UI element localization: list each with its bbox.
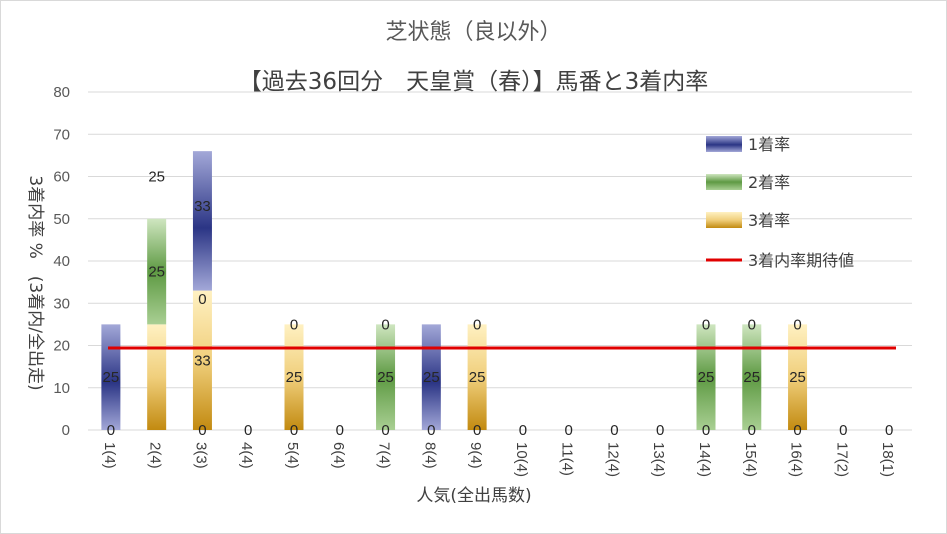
y-tick-label: 50 (53, 211, 70, 228)
bar-series2 (376, 324, 396, 430)
data-label: 25 (148, 169, 165, 186)
data-label: 0 (107, 422, 115, 439)
y-tick-label: 40 (53, 253, 70, 270)
y-tick-label: 10 (53, 380, 70, 397)
data-label: 0 (244, 422, 252, 439)
data-labels: 0 25 25 25 0 33 33 0 0 0 25 0 0 0 25 0 0 25 0 25 0 0 0 0 0 0 25 0 0 2… (103, 169, 894, 440)
bar-series2 (696, 324, 716, 430)
bar-series1 (192, 151, 212, 291)
legend-swatch-series2 (706, 174, 742, 190)
chart-subtitle: 【過去36回分 天皇賞（春）】馬番と3着内率 (238, 69, 709, 95)
x-tick-label: 15(4) (742, 442, 759, 477)
bar-series3 (147, 324, 167, 430)
x-tick-label: 10(4) (513, 442, 530, 477)
legend-label-series1: 1着率 (748, 135, 790, 154)
bar-series1 (421, 324, 441, 430)
bar-series3 (192, 290, 212, 430)
data-label: 0 (473, 316, 481, 333)
data-label: 0 (839, 422, 847, 439)
data-label: 0 (885, 422, 893, 439)
data-label: 0 (381, 422, 389, 439)
data-label: 0 (381, 316, 389, 333)
bar-series3 (467, 324, 487, 430)
bar-series3 (284, 324, 304, 430)
x-tick-label: 6(4) (330, 442, 347, 469)
data-label: 0 (748, 422, 756, 439)
bar-series1 (101, 324, 121, 430)
data-label: 25 (423, 369, 440, 386)
data-label: 33 (194, 198, 211, 215)
y-tick-label: 20 (53, 338, 70, 355)
data-label: 0 (290, 422, 298, 439)
x-tick-label: 13(4) (650, 442, 667, 477)
x-tick-label: 14(4) (696, 442, 713, 477)
legend-swatch-series3 (706, 212, 742, 228)
data-label: 33 (194, 352, 211, 369)
legend-swatch-series1 (706, 136, 742, 152)
x-tick-label: 12(4) (604, 442, 621, 477)
x-tick-label: 8(4) (421, 442, 438, 469)
data-label: 25 (377, 369, 394, 386)
x-tick-label: 18(1) (879, 442, 896, 477)
data-label: 0 (427, 422, 435, 439)
data-label: 0 (702, 422, 710, 439)
legend-label-expected: 3着内率期待値 (748, 251, 854, 270)
x-axis-ticks: 1(4) 2(4) 3(3) 4(4) 5(4) 6(4) 7(4) 8(4) 9(4) 10(4… (101, 442, 896, 477)
bar-series2 (742, 324, 762, 430)
x-tick-label: 5(4) (284, 442, 301, 469)
y-axis-title: 3着内率 % (3着内/全出走) (25, 175, 45, 390)
data-label: 0 (793, 316, 801, 333)
data-label: 0 (198, 291, 206, 308)
x-tick-label: 1(4) (101, 442, 118, 469)
legend-label-series3: 3着率 (748, 211, 790, 230)
x-axis-title: 人気(全出馬数) (416, 486, 531, 506)
y-tick-label: 0 (62, 422, 70, 439)
bar-series3 (788, 324, 808, 430)
y-tick-label: 80 (53, 84, 70, 101)
data-label: 0 (519, 422, 527, 439)
data-label: 0 (793, 422, 801, 439)
bar-series2 (147, 218, 167, 325)
x-tick-label: 16(4) (788, 442, 805, 477)
data-label: 0 (564, 422, 572, 439)
data-label: 0 (336, 422, 344, 439)
data-label: 25 (743, 369, 760, 386)
x-tick-label: 2(4) (147, 442, 164, 469)
legend-label-series2: 2着率 (748, 173, 790, 192)
y-tick-label: 60 (53, 169, 70, 186)
bars (101, 151, 808, 430)
x-tick-label: 9(4) (467, 442, 484, 469)
x-tick-label: 17(2) (833, 442, 850, 477)
data-label: 25 (103, 369, 120, 386)
chart-title: 芝状態（良以外） (385, 20, 562, 45)
legend: 1着率 2着率 3着率 3着内率期待値 (706, 135, 854, 270)
y-tick-label: 30 (53, 295, 70, 312)
data-label: 25 (469, 369, 486, 386)
data-label: 0 (656, 422, 664, 439)
x-tick-label: 3(3) (192, 442, 209, 469)
data-label: 0 (702, 316, 710, 333)
data-label: 0 (290, 316, 298, 333)
data-label: 0 (473, 422, 481, 439)
y-axis-ticks: 0 10 20 30 40 50 60 70 80 (53, 84, 70, 439)
y-tick-label: 70 (53, 126, 70, 143)
gridlines (88, 91, 912, 431)
data-label: 25 (698, 369, 715, 386)
data-label: 25 (148, 264, 165, 281)
x-tick-label: 11(4) (559, 442, 576, 476)
data-label: 0 (748, 316, 756, 333)
data-label: 25 (286, 369, 303, 386)
data-label: 0 (610, 422, 618, 439)
x-tick-label: 4(4) (238, 442, 255, 469)
data-label: 0 (198, 422, 206, 439)
x-tick-label: 7(4) (376, 442, 393, 469)
data-label: 25 (789, 369, 806, 386)
